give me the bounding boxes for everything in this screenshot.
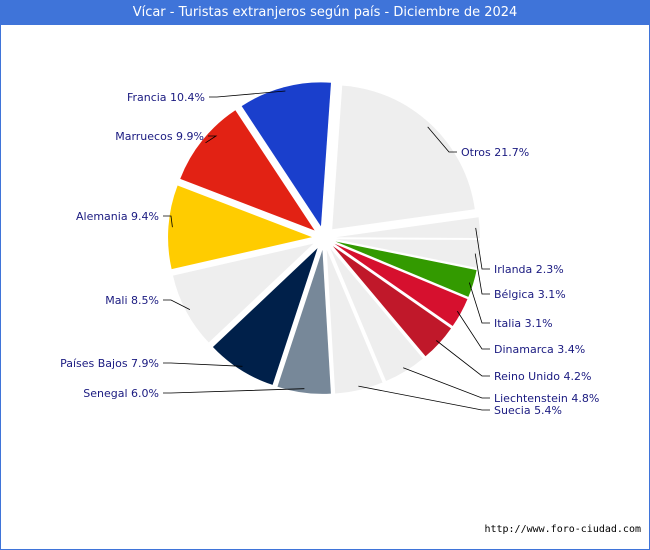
pie-slice-senegal[interactable] — [277, 249, 331, 394]
pie-slice-liechtenstein[interactable] — [330, 248, 423, 381]
leader-line-suecia — [358, 385, 490, 411]
leader-line-marruecos — [205, 135, 218, 144]
leader-line-senegal — [163, 388, 305, 394]
slice-label-italia: Italia 3.1% — [494, 317, 553, 330]
leader-line-liechtenstein — [403, 367, 490, 399]
pie-slices — [168, 82, 480, 394]
slice-label-francia: Francia 10.4% — [127, 91, 205, 104]
pie-slice-suecia[interactable] — [326, 249, 383, 394]
pie-slice-italia[interactable] — [335, 241, 477, 297]
chart-title: Vícar - Turistas extranjeros según país … — [1, 1, 649, 25]
pie-slice-otros[interactable] — [332, 85, 475, 230]
pie-slice-francia[interactable] — [241, 82, 331, 227]
slice-label-alemania: Alemania 9.4% — [76, 210, 159, 223]
leader-lines — [163, 90, 490, 411]
leader-line-otros — [427, 126, 457, 153]
slice-label-irlanda: Irlanda 2.3% — [494, 263, 564, 276]
slice-label-dinamarca: Dinamarca 3.4% — [494, 343, 585, 356]
pie-slice-paises-bajos[interactable] — [212, 248, 318, 385]
leader-line-dinamarca — [456, 310, 490, 350]
slice-label-liechtenstein: Liechtenstein 4.8% — [494, 392, 599, 405]
leader-line-belgica — [474, 253, 490, 295]
slice-label-mali: Mali 8.5% — [105, 294, 159, 307]
pie-slice-marruecos[interactable] — [180, 110, 315, 231]
leader-line-alemania — [163, 215, 173, 228]
slice-label-suecia: Suecia 5.4% — [494, 404, 562, 417]
leader-line-mali — [163, 299, 191, 310]
leader-line-italia — [468, 282, 490, 324]
pie-slice-dinamarca[interactable] — [334, 243, 468, 327]
leader-line-reino-unido — [436, 340, 490, 377]
leader-line-francia — [209, 90, 286, 98]
slice-label-belgica: Bélgica 3.1% — [494, 288, 566, 301]
pie-slice-belgica[interactable] — [335, 239, 480, 268]
slice-label-senegal: Senegal 6.0% — [83, 387, 159, 400]
source-url[interactable]: http://www.foro-ciudad.com — [484, 524, 641, 535]
pie-slice-mali[interactable] — [173, 243, 314, 343]
pie-slice-alemania[interactable] — [168, 185, 313, 270]
slice-label-marruecos: Marruecos 9.9% — [115, 130, 204, 143]
leader-line-irlanda — [475, 227, 490, 270]
leader-line-paises-bajos — [163, 362, 243, 367]
slice-labels: Otros 21.7% Irlanda 2.3% Bélgica 3.1% Itali… — [60, 91, 599, 417]
pie-slice-irlanda[interactable] — [335, 217, 480, 238]
slice-label-otros: Otros 21.7% — [461, 146, 529, 159]
slice-label-paises-bajos: Países Bajos 7.9% — [60, 357, 159, 370]
pie-slice-reino-unido[interactable] — [332, 246, 452, 357]
slice-label-reino-unido: Reino Unido 4.2% — [494, 370, 591, 383]
